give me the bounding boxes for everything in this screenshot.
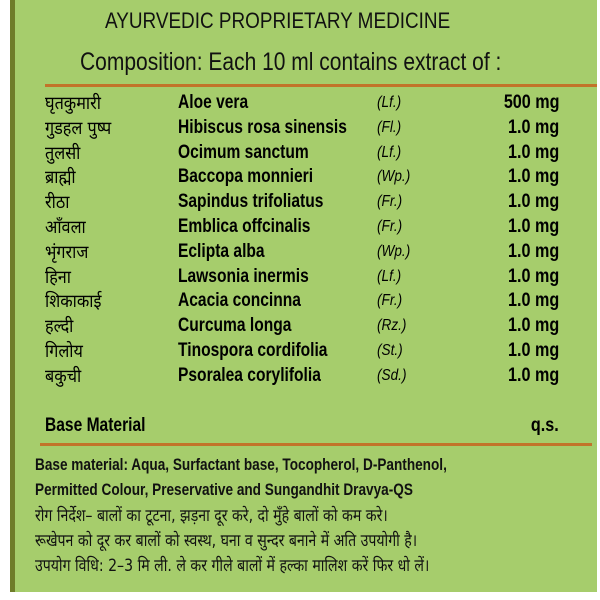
plant-part: (Fl.) [377,118,402,136]
ingredient-row: हल्दी Curcuma longa (Rz.) 1.0 mg [15,315,597,337]
indication-text: रोग निर्देश– बालों का टूटना, झड़ना दूर क… [35,506,388,526]
dose: 1.0 mg [507,265,559,287]
ingredient-row: हिना Lawsonia inermis (Lf.) 1.0 mg [15,266,597,288]
hindi-name: गुडहल पुष्प [45,117,112,139]
latin-name: Ocimum sanctum [178,141,309,163]
latin-name: Emblica offcinalis [178,216,311,237]
indication-text-2: रूखेपन को दूर कर बालों को स्वस्थ, घना व … [35,531,418,551]
latin-name: Aloe vera [178,92,249,113]
hindi-name: बकुची [45,365,82,387]
plant-part: (Rz.) [377,317,407,335]
latin-name: Psoralea corylifolia [178,364,321,386]
latin-name: Hibiscus rosa sinensis [178,116,347,138]
plant-part: (Wp.) [377,242,411,260]
latin-name: Curcuma longa [178,315,292,337]
plant-part: (Lf.) [377,94,402,111]
latin-name: Baccopa monnieri [178,166,314,188]
dose: 1.0 mg [507,216,559,237]
dose: 1.0 mg [507,116,559,138]
hindi-name: आँवला [45,217,86,238]
hindi-name: भृंगराज [45,241,89,263]
plant-part: (Fr.) [377,218,403,235]
dose: 1.0 mg [507,315,559,337]
plant-part: (Lf.) [377,143,402,161]
plant-part: (St.) [377,342,403,359]
plant-part: (Lf.) [377,267,402,285]
base-label: Base Material [45,415,146,436]
plant-part: (Fr.) [377,292,403,310]
ingredient-row: रीठा Sapindus trifoliatus (Fr.) 1.0 mg [15,191,597,213]
ingredient-row: शिकाकाई Acacia concinna (Fr.) 1.0 mg [15,290,597,312]
ingredient-row: बकुची Psoralea corylifolia (Sd.) 1.0 mg [15,365,597,387]
hindi-name: रीठा [45,192,70,214]
base-material-row: Base Material q.s. [15,415,597,437]
latin-name: Tinospora cordifolia [178,340,328,361]
hindi-name: घृतकुमारी [45,93,101,114]
ingredient-row: घृतकुमारी Aloe vera (Lf.) 500 mg [15,92,597,114]
latin-name: Eclipta alba [178,240,265,262]
latin-name: Acacia concinna [178,290,301,312]
dose: 1.0 mg [507,141,559,163]
usage-text: उपयोग विधि: 2–3 मि ली. ले कर गीले बालों … [35,556,430,576]
dose: 1.0 mg [507,290,559,312]
hindi-name: गिलोय [45,341,83,362]
ingredient-row: भृंगराज Eclipta alba (Wp.) 1.0 mg [15,241,597,263]
hindi-name: ब्राह्मी [45,167,76,189]
base-dose: q.s. [531,415,559,436]
divider [45,84,597,87]
divider [40,443,592,446]
ingredient-row: तुलसी Ocimum sanctum (Lf.) 1.0 mg [15,142,597,164]
plant-part: (Wp.) [377,168,411,186]
dose: 1.0 mg [507,191,559,213]
dose: 1.0 mg [507,240,559,262]
hindi-name: हिना [45,266,71,288]
ingredient-row: गुडहल पुष्प Hibiscus rosa sinensis (Fl.) 1.… [15,117,597,139]
ingredient-row: ब्राह्मी Baccopa monnieri (Wp.) 1.0 mg [15,166,597,188]
dose: 1.0 mg [507,340,559,361]
hindi-name: तुलसी [45,142,81,164]
base-material-text: Base material: Aqua, Surfactant base, To… [35,455,447,474]
hindi-name: हल्दी [45,316,74,338]
latin-name: Sapindus trifoliatus [178,191,324,213]
composition-heading: Composition: Each 10 ml contains extract… [80,48,502,76]
dose: 1.0 mg [507,166,559,188]
dose: 1.0 mg [507,364,559,386]
ingredient-row: गिलोय Tinospora cordifolia (St.) 1.0 mg [15,340,597,362]
base-material-text-2: Permitted Colour, Preservative and Sunga… [35,480,413,499]
plant-part: (Fr.) [377,193,403,211]
hindi-name: शिकाकाई [45,291,102,313]
latin-name: Lawsonia inermis [178,265,309,287]
ingredient-row: आँवला Emblica offcinalis (Fr.) 1.0 mg [15,216,597,238]
label-title: AYURVEDIC PROPRIETARY MEDICINE [105,8,451,33]
dose: 500 mg [503,92,559,113]
medicine-label: AYURVEDIC PROPRIETARY MEDICINE Compositi… [10,0,597,592]
plant-part: (Sd.) [377,366,407,384]
